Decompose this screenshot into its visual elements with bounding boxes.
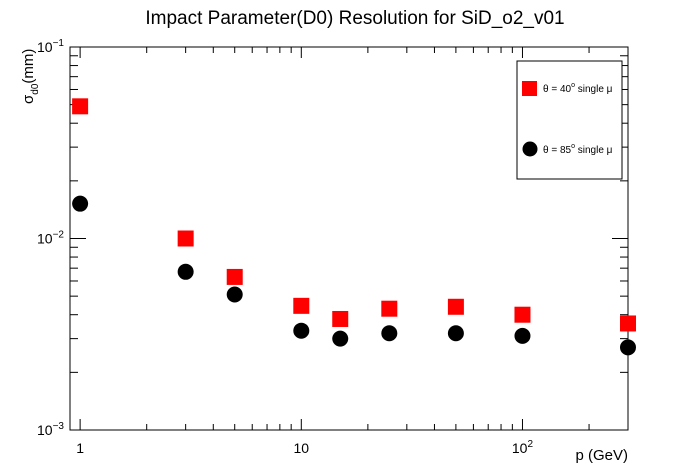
x-tick-label: 102 [512, 439, 534, 456]
x-axis-label: p (GeV) [575, 447, 628, 464]
data-point-circle [620, 339, 636, 356]
y-axis-label-unit: (mm) [20, 49, 37, 84]
series-2 [72, 195, 636, 356]
data-point-square [381, 300, 398, 317]
data-point-square [447, 298, 464, 315]
y-axis-label: σd0(mm) [20, 49, 41, 104]
legend-label-series-2: θ = 85o single μ [543, 143, 613, 156]
x-tick-labels: 1 10 102 [76, 439, 533, 456]
data-point-square [293, 297, 310, 314]
data-series [72, 98, 636, 356]
data-point-circle [447, 325, 464, 342]
data-point-square [514, 306, 531, 323]
data-point-square [177, 230, 194, 247]
legend-marker-series-2 [522, 141, 538, 157]
data-point-square [72, 98, 89, 115]
data-point-circle [72, 195, 89, 212]
data-point-square [620, 315, 636, 332]
legend-marker-series-1 [522, 81, 537, 96]
data-point-circle [293, 322, 310, 339]
series-1 [72, 98, 636, 332]
data-point-circle [514, 327, 531, 344]
legend: θ = 40o single μ θ = 85o single μ [516, 60, 623, 180]
y-tick-label: 10−3 [37, 421, 64, 438]
data-point-square [226, 268, 243, 285]
y-tick-label: 10−2 [37, 230, 64, 247]
legend-box [516, 60, 623, 180]
y-axis-label-subscript: d0 [30, 83, 41, 95]
y-axis-label-symbol: σ [20, 94, 37, 104]
x-axis [69, 47, 629, 430]
chart-title: Impact Parameter(D0) Resolution for SiD_… [145, 8, 564, 29]
y-tick-labels: 10−3 10−2 10−1 [37, 38, 64, 438]
y-axis [70, 46, 628, 431]
data-point-circle [332, 330, 349, 347]
y-tick-label: 10−1 [37, 38, 64, 55]
legend-label-series-1: θ = 40o single μ [543, 82, 613, 95]
data-point-circle [226, 286, 243, 303]
data-point-circle [177, 263, 194, 280]
x-tick-label: 10 [294, 440, 310, 456]
data-point-square [332, 310, 349, 327]
data-point-circle [381, 325, 398, 342]
x-tick-label: 1 [76, 440, 84, 456]
